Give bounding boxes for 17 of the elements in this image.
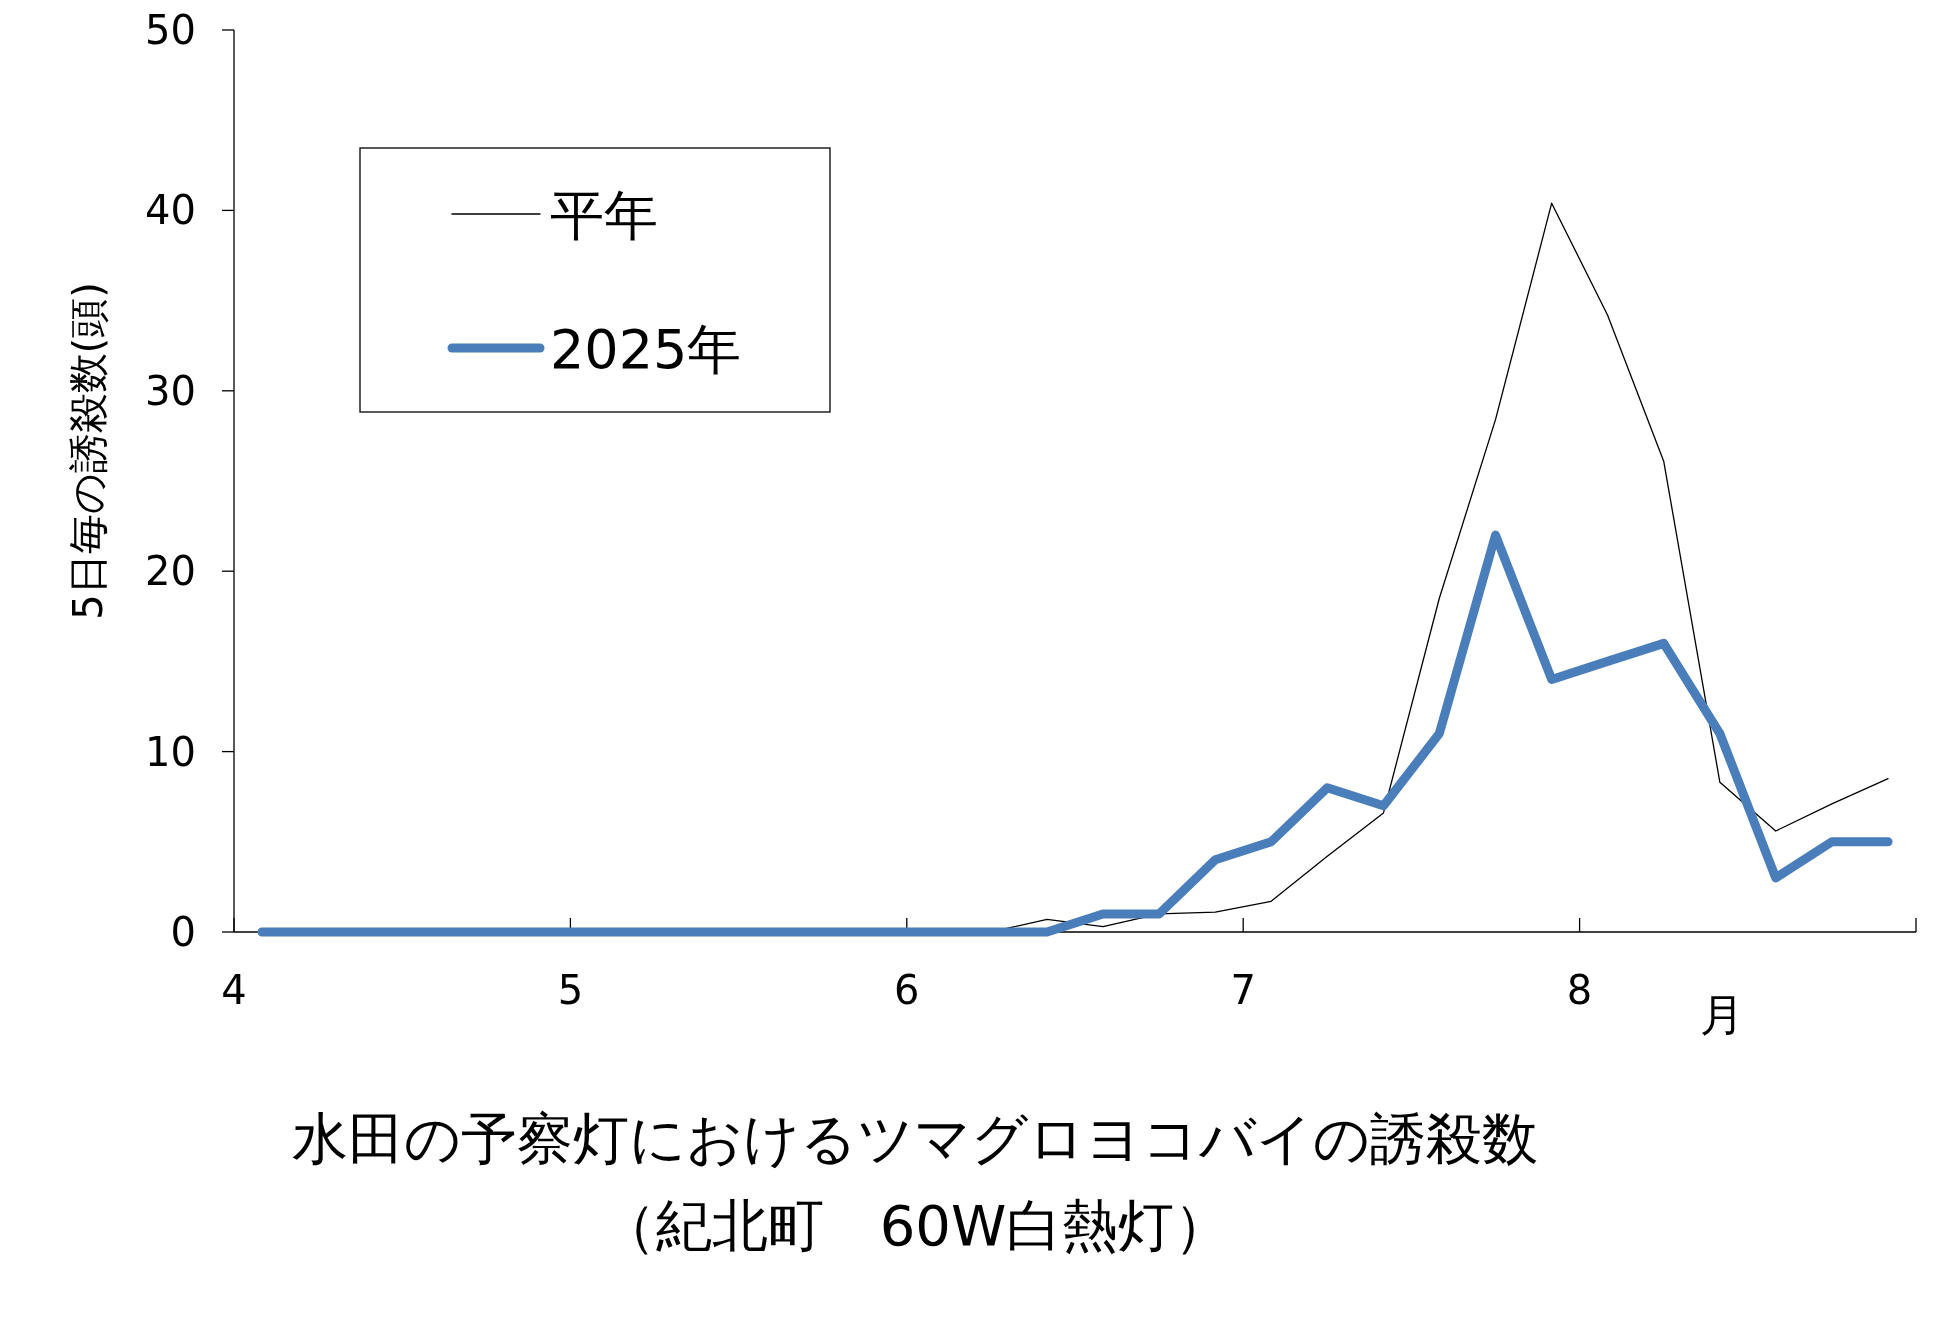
y-axis-title: 5日毎の誘殺数(頭)	[65, 282, 111, 620]
legend-label: 2025年	[550, 318, 742, 381]
x-tick-label: 4	[221, 967, 247, 1013]
x-tick-label: 8	[1566, 967, 1593, 1013]
text: 水田の予察灯におけるツマグロヨコバイの誘殺数	[292, 1106, 1538, 1171]
y-tick-label: 20	[145, 548, 196, 595]
y-tick-label: 0	[170, 909, 196, 955]
x-tick-label: 5	[557, 967, 584, 1013]
text: （紀北町 60W白熱灯）	[599, 1193, 1231, 1258]
y-tick-label: 30	[145, 367, 196, 414]
x-tick-label: 6	[894, 967, 920, 1013]
y-tick-label: 40	[145, 187, 196, 234]
x-tick-label: 7	[1230, 967, 1256, 1013]
legend-label: 平年	[550, 184, 658, 247]
y-tick-label: 50	[145, 7, 196, 53]
y-tick-label: 10	[145, 728, 196, 775]
x-axis-title: 月	[1700, 989, 1744, 1040]
